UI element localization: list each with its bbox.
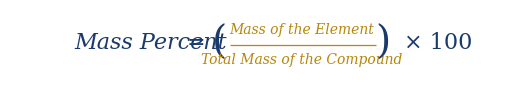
Text: Mass of the Element: Mass of the Element <box>230 23 375 37</box>
Text: =: = <box>187 32 206 54</box>
Text: Mass Percent: Mass Percent <box>74 32 227 54</box>
Text: Total Mass of the Compound: Total Mass of the Compound <box>201 53 403 67</box>
Text: (: ( <box>212 25 227 62</box>
Text: ): ) <box>376 25 391 62</box>
Text: × 100: × 100 <box>404 32 473 54</box>
